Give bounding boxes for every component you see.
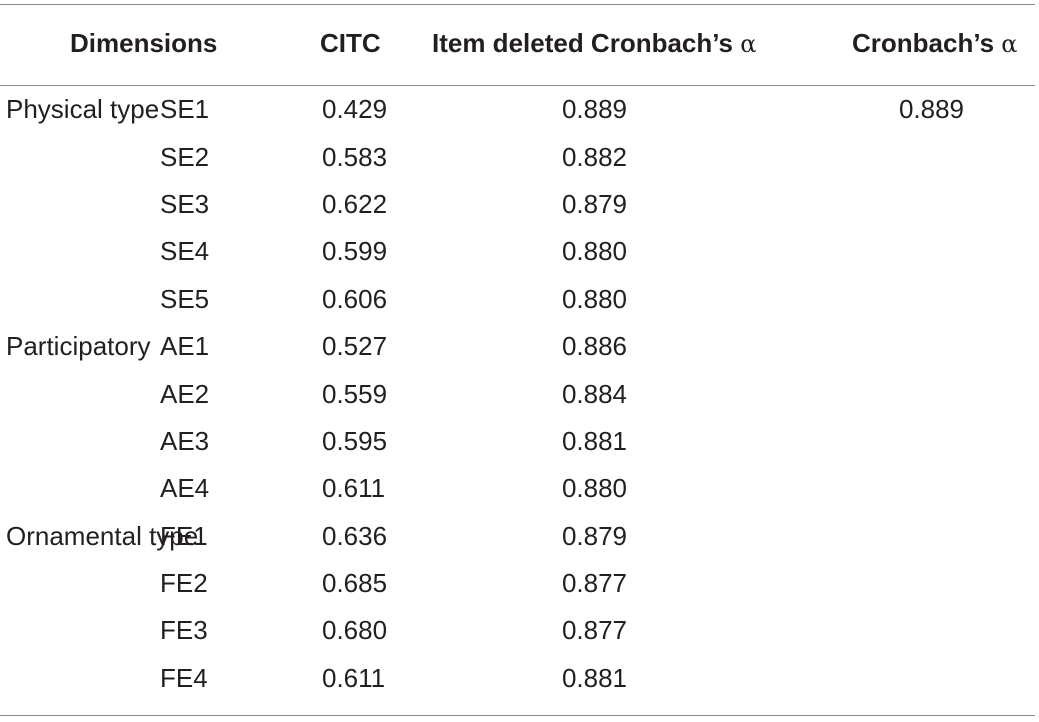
item-deleted-alpha-cell: 0.879 bbox=[561, 520, 628, 551]
item-deleted-alpha-cell: 0.877 bbox=[561, 615, 628, 646]
citc-cell: 0.606 bbox=[322, 283, 388, 314]
cronbach-alpha-cell bbox=[832, 370, 1039, 417]
citc-cell: 0.622 bbox=[322, 188, 388, 219]
item-cell: AE3 bbox=[160, 425, 210, 456]
citc-cell: 0.611 bbox=[322, 662, 386, 693]
cronbach-alpha-cell bbox=[832, 228, 1039, 275]
table-row: AE2 0.559 0.884 bbox=[0, 370, 1039, 417]
citc-cell: 0.680 bbox=[322, 615, 388, 646]
dimension-cell bbox=[0, 465, 160, 512]
citc-cell: 0.559 bbox=[322, 378, 388, 409]
cronbach-alpha-cell: 0.889 bbox=[898, 94, 965, 125]
reliability-table: Dimensions CITC Item deleted Cronbach’s … bbox=[0, 0, 1039, 702]
dimension-cell bbox=[0, 418, 160, 465]
dimension-cell bbox=[0, 133, 160, 180]
dimension-cell: Participatory bbox=[6, 331, 151, 362]
citc-cell: 0.611 bbox=[322, 473, 386, 504]
dimension-cell: Ornamental type bbox=[6, 520, 199, 551]
citc-cell: 0.595 bbox=[322, 425, 388, 456]
table-body: Physical type SE1 0.429 0.889 0.889 SE2 0.583 0… bbox=[0, 86, 1039, 702]
dimension-cell bbox=[0, 276, 160, 323]
item-deleted-alpha-cell: 0.881 bbox=[561, 425, 628, 456]
table-row: SE2 0.583 0.882 bbox=[0, 133, 1039, 180]
table-row: Ornamental type FE1 0.636 0.879 bbox=[0, 513, 1039, 560]
table-bottom-rule bbox=[0, 715, 1035, 716]
cronbach-alpha-cell bbox=[832, 607, 1039, 654]
table-row: AE3 0.595 0.881 bbox=[0, 418, 1039, 465]
item-cell: SE5 bbox=[160, 283, 210, 314]
item-cell: FE4 bbox=[160, 662, 208, 693]
table-row: FE4 0.611 0.881 bbox=[0, 655, 1039, 702]
dimension-cell bbox=[0, 181, 160, 228]
citc-cell: 0.583 bbox=[322, 141, 388, 172]
cronbach-alpha-cell bbox=[832, 323, 1039, 370]
header-bottom-rule bbox=[0, 85, 1035, 86]
item-deleted-alpha-cell: 0.880 bbox=[561, 236, 628, 267]
dimension-cell bbox=[0, 655, 160, 702]
table-row: SE4 0.599 0.880 bbox=[0, 228, 1039, 275]
header-item-deleted-label: Item deleted Cronbach’s bbox=[432, 27, 733, 58]
cronbach-alpha-cell bbox=[832, 181, 1039, 228]
table-row: SE3 0.622 0.879 bbox=[0, 181, 1039, 228]
item-deleted-alpha-cell: 0.889 bbox=[561, 94, 628, 125]
table-row: FE2 0.685 0.877 bbox=[0, 560, 1039, 607]
header-cronbach-alpha: Cronbach’s α bbox=[832, 0, 1039, 86]
table-row: Participatory AE1 0.527 0.886 bbox=[0, 323, 1039, 370]
cronbach-alpha-cell bbox=[832, 276, 1039, 323]
dimension-cell bbox=[0, 607, 160, 654]
cronbach-alpha-cell bbox=[832, 513, 1039, 560]
item-cell: SE1 bbox=[160, 94, 210, 125]
cronbach-alpha-cell bbox=[832, 418, 1039, 465]
item-cell: FE3 bbox=[160, 615, 208, 646]
alpha-symbol: α bbox=[1001, 29, 1018, 58]
item-cell: FE2 bbox=[160, 568, 208, 599]
item-deleted-alpha-cell: 0.886 bbox=[561, 331, 628, 362]
item-cell: SE2 bbox=[160, 141, 210, 172]
header-row: Dimensions CITC Item deleted Cronbach’s … bbox=[0, 0, 1039, 86]
item-cell: SE4 bbox=[160, 236, 210, 267]
item-deleted-alpha-cell: 0.884 bbox=[561, 378, 628, 409]
item-cell: AE2 bbox=[160, 378, 210, 409]
item-deleted-alpha-cell: 0.880 bbox=[561, 283, 628, 314]
item-cell: SE3 bbox=[160, 188, 210, 219]
item-deleted-alpha-cell: 0.877 bbox=[561, 568, 628, 599]
header-cronbach-label: Cronbach’s bbox=[852, 27, 995, 58]
cronbach-alpha-cell bbox=[832, 133, 1039, 180]
dimension-cell bbox=[0, 560, 160, 607]
table-row: FE3 0.680 0.877 bbox=[0, 607, 1039, 654]
item-deleted-alpha-cell: 0.881 bbox=[561, 662, 628, 693]
citc-cell: 0.685 bbox=[322, 568, 388, 599]
header-dimensions: Dimensions bbox=[70, 27, 218, 58]
dimension-cell bbox=[0, 228, 160, 275]
citc-cell: 0.527 bbox=[322, 331, 388, 362]
table-row: Physical type SE1 0.429 0.889 0.889 bbox=[0, 86, 1039, 133]
table-header: Dimensions CITC Item deleted Cronbach’s … bbox=[0, 0, 1039, 86]
item-deleted-alpha-cell: 0.882 bbox=[561, 141, 628, 172]
dimension-cell bbox=[0, 370, 160, 417]
dimension-cell: Physical type bbox=[6, 94, 160, 125]
alpha-symbol: α bbox=[740, 29, 757, 58]
item-deleted-alpha-cell: 0.880 bbox=[561, 473, 628, 504]
item-deleted-alpha-cell: 0.879 bbox=[561, 188, 628, 219]
table-row: SE5 0.606 0.880 bbox=[0, 276, 1039, 323]
cronbach-alpha-cell bbox=[832, 560, 1039, 607]
cronbach-alpha-cell bbox=[832, 465, 1039, 512]
table-top-rule bbox=[0, 4, 1035, 5]
citc-cell: 0.429 bbox=[322, 94, 388, 125]
citc-cell: 0.599 bbox=[322, 236, 388, 267]
item-cell: AE1 bbox=[160, 331, 210, 362]
header-item-deleted-alpha: Item deleted Cronbach’s α bbox=[415, 0, 832, 86]
cronbach-alpha-cell bbox=[832, 655, 1039, 702]
item-cell: AE4 bbox=[160, 473, 210, 504]
item-cell: FE1 bbox=[160, 520, 208, 551]
citc-cell: 0.636 bbox=[322, 520, 388, 551]
table-row: AE4 0.611 0.880 bbox=[0, 465, 1039, 512]
header-citc: CITC bbox=[320, 27, 381, 58]
